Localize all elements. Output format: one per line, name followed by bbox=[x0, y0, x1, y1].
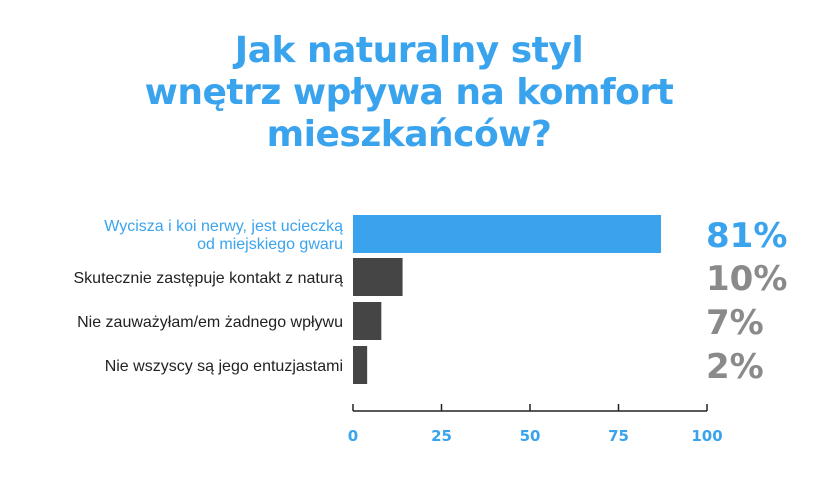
x-tick-label-1: 25 bbox=[431, 427, 452, 445]
category-label-0-line-0: Wycisza i koi nerwy, jest ucieczką bbox=[104, 218, 343, 235]
bar-2 bbox=[353, 302, 382, 340]
bar-0 bbox=[353, 215, 661, 253]
value-label-3: 2% bbox=[706, 347, 764, 387]
x-tick-label-4: 100 bbox=[691, 427, 722, 445]
chart-title-line-1: Jak naturalny styl bbox=[234, 30, 584, 71]
x-tick-label-0: 0 bbox=[348, 427, 358, 445]
x-tick-label-2: 50 bbox=[520, 427, 541, 445]
category-label-3: Nie wszyscy są jego entuzjastami bbox=[105, 358, 343, 375]
value-label-0: 81% bbox=[706, 216, 787, 256]
bar-3 bbox=[353, 346, 368, 384]
value-label-1: 10% bbox=[706, 259, 787, 299]
value-label-2: 7% bbox=[706, 303, 764, 343]
category-label-1: Skutecznie zastępuje kontakt z naturą bbox=[74, 270, 344, 287]
category-label-2: Nie zauważyłam/em żadnego wpływu bbox=[77, 314, 343, 331]
chart-title-line-2: wnętrz wpływa na komfort bbox=[144, 72, 674, 113]
x-tick-label-3: 75 bbox=[608, 427, 629, 445]
bar-1 bbox=[353, 258, 403, 296]
chart-title-line-3: mieszkańców? bbox=[266, 114, 552, 155]
category-label-0-line-1: od miejskiego gwaru bbox=[197, 236, 343, 253]
chart-title: Jak naturalny styl wnętrz wpływa na komf… bbox=[0, 30, 818, 156]
